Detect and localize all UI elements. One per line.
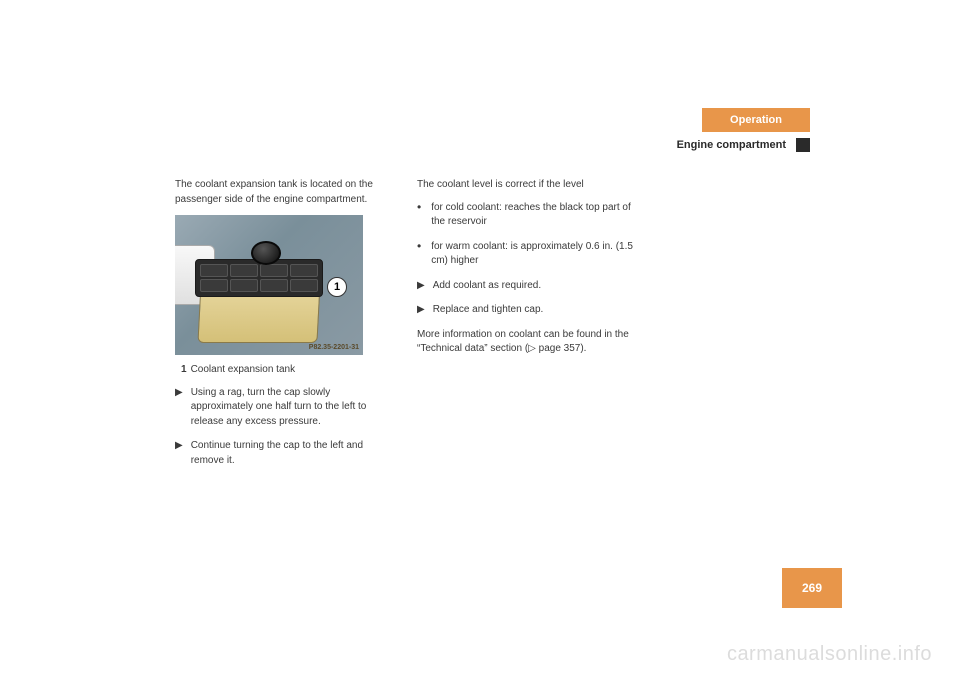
figure-caption: 1 Coolant expansion tank [181,363,393,378]
section-subtitle: Engine compartment [677,139,794,151]
content-area: The coolant expansion tank is located on… [175,178,635,478]
step-item: ▶ Replace and tighten cap. [417,303,635,318]
figure-coolant-tank: 1 P82.35-2201-31 [175,215,363,355]
figure-tank-top [195,259,323,297]
bullet-text: for warm coolant: is approximately 0.6 i… [431,240,635,269]
figure-callout: 1 [327,277,347,297]
figure-photo-id: P82.35-2201-31 [309,343,359,353]
column-left: The coolant expansion tank is located on… [175,178,393,478]
page-header: Operation Engine compartment [677,108,810,154]
intro-text: The coolant level is correct if the leve… [417,178,635,193]
bullet-icon: • [417,201,421,230]
intro-text: The coolant expansion tank is located on… [175,178,393,207]
bullet-item: • for warm coolant: is approximately 0.6… [417,240,635,269]
step-text: Using a rag, turn the cap slowly approxi… [191,386,393,430]
step-text: Continue turning the cap to the left and… [191,439,393,468]
caption-text: Coolant expansion tank [191,364,296,375]
step-text: Add coolant as required. [433,279,541,294]
step-item: ▶ Add coolant as required. [417,279,635,294]
step-marker-icon: ▶ [175,386,183,430]
step-text: Replace and tighten cap. [433,303,544,318]
step-marker-icon: ▶ [417,279,425,294]
step-marker-icon: ▶ [417,303,425,318]
caption-number: 1 [181,364,187,375]
column-right: The coolant level is correct if the leve… [417,178,635,478]
subtitle-marker [796,138,810,152]
bullet-item: • for cold coolant: reaches the black to… [417,201,635,230]
step-marker-icon: ▶ [175,439,183,468]
more-info-text: More information on coolant can be found… [417,328,635,357]
bullet-text: for cold coolant: reaches the black top … [431,201,635,230]
bullet-icon: • [417,240,421,269]
step-item: ▶ Continue turning the cap to the left a… [175,439,393,468]
page-number-tab: 269 [782,568,842,608]
watermark-text: carmanualsonline.info [727,643,932,666]
figure-tank-cap [251,241,281,265]
step-item: ▶ Using a rag, turn the cap slowly appro… [175,386,393,430]
section-tab: Operation [702,108,810,132]
